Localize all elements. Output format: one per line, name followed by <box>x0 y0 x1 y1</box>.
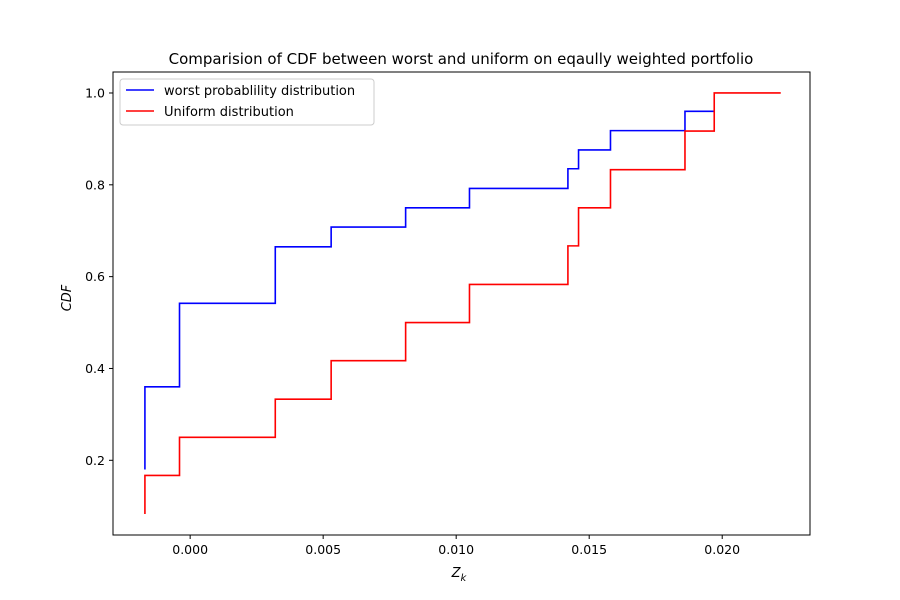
y-axis-ticks: 0.2 0.4 0.6 0.8 1.0 <box>85 85 113 468</box>
y-tick-label: 0.4 <box>85 361 105 376</box>
x-tick-label: 0.015 <box>571 542 607 557</box>
legend: worst probablility distribution Uniform … <box>119 78 375 126</box>
legend-label-worst: worst probablility distribution <box>164 84 355 99</box>
x-axis-ticks: 0.000 0.005 0.010 0.015 0.020 <box>172 535 740 557</box>
x-tick-label: 0.010 <box>438 542 474 557</box>
chart-title: Comparision of CDF between worst and uni… <box>169 50 754 68</box>
y-tick-label: 0.6 <box>85 269 105 284</box>
series-line-worst <box>144 110 715 470</box>
plot-area <box>112 71 811 536</box>
x-tick-label: 0.020 <box>704 542 740 557</box>
y-tick-label: 1.0 <box>85 85 105 100</box>
legend-label-uniform: Uniform distribution <box>164 105 294 120</box>
x-tick-label: 0.000 <box>172 542 208 557</box>
x-axis-label-subscript: k <box>461 573 468 584</box>
y-axis-label: CDF <box>60 284 75 311</box>
y-tick-label: 0.8 <box>85 177 105 192</box>
x-tick-label: 0.005 <box>305 542 341 557</box>
y-tick-label: 0.2 <box>85 453 105 468</box>
x-axis-label: Zk <box>451 566 468 584</box>
x-axis-label-main: Z <box>451 566 462 581</box>
axes-frame <box>112 71 811 536</box>
series-layer <box>144 92 781 515</box>
series-line-uniform <box>144 92 781 515</box>
legend-box <box>119 78 375 126</box>
